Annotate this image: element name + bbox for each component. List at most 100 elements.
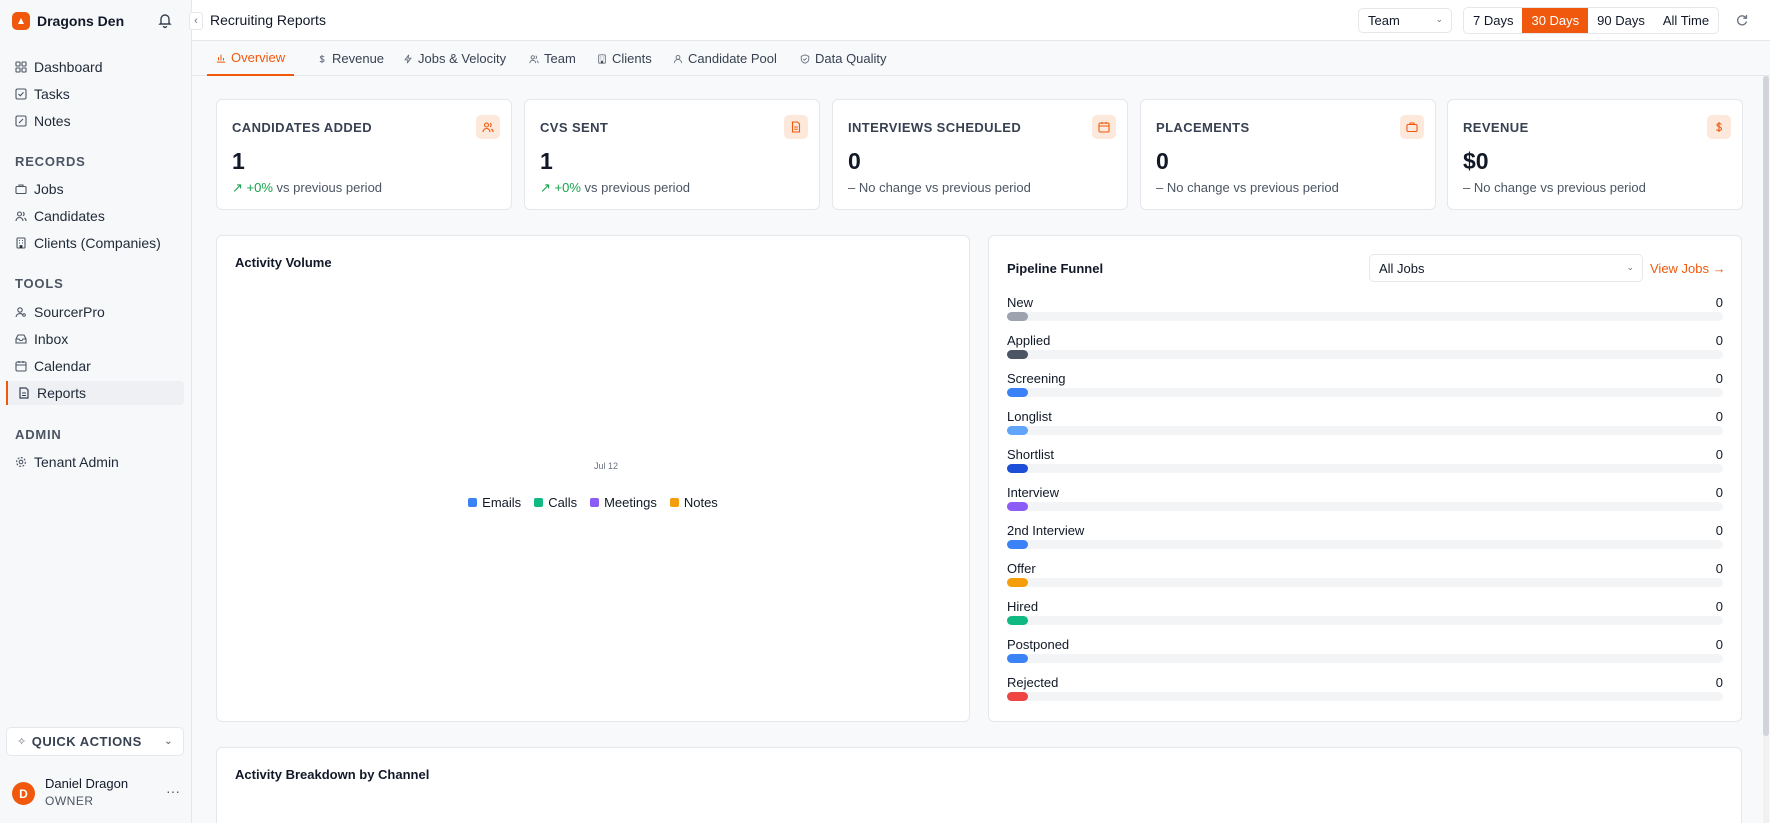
calendar-icon [15,361,27,372]
stage-label: Shortlist [1007,447,1054,462]
stage-label: New [1007,295,1034,310]
legend-swatch [669,498,679,507]
inbox-icon [15,334,27,344]
sidebar-item-label: Dashboard [34,59,103,75]
stage-count: 0 [1715,409,1723,424]
sidebar-item-calendar[interactable]: Calendar [6,354,184,378]
kpi-icon-badge [1092,115,1116,139]
refresh-icon[interactable] [1735,13,1749,27]
stage-track [1007,426,1723,435]
stage-count: 0 [1715,295,1723,310]
funnel-stage-rejected[interactable]: Rejected 0 [1007,675,1723,711]
tab-label: Data Quality [815,51,887,66]
stage-count: 0 [1715,333,1723,348]
range-7-days-button[interactable]: 7 Days [1473,13,1514,28]
sidebar-item-label: Reports [37,385,87,401]
range-30-days-button[interactable]: 30 Days [1522,8,1589,33]
view-jobs-link[interactable]: View Jobs → [1650,261,1726,276]
stage-count: 0 [1715,637,1723,652]
kpi-title: PLACEMENTS [1156,120,1250,135]
stage-track [1007,502,1723,511]
stage-bar [1007,464,1028,473]
avatar: D [12,782,35,805]
tab-jobs-velocity[interactable]: Jobs & Velocity [403,41,506,76]
users-icon [15,211,27,222]
funnel-stage-interview[interactable]: Interview 0 [1007,485,1723,521]
dragon-logo-icon [12,12,30,30]
sidebar-item-label: Clients (Companies) [34,235,161,251]
bar-chart-icon [216,54,226,63]
kpi-card-placements: PLACEMENTS 0 – No change vs previous per… [1140,99,1436,210]
funnel-stage-shortlist[interactable]: Shortlist 0 [1007,447,1723,483]
sidebar-item-label: Candidates [34,208,105,224]
tab-team[interactable]: Team [529,41,576,76]
dollar-icon [1716,122,1723,132]
scrollbar-thumb[interactable] [1763,76,1769,736]
quick-actions-button[interactable]: ✧ QUICK ACTIONS ⌄ [6,727,184,756]
sidebar-item-label: Tenant Admin [34,454,119,470]
sidebar-item-notes[interactable]: Notes [6,109,184,133]
stage-label: Interview [1007,485,1060,500]
sidebar-item-inbox[interactable]: Inbox [6,327,184,351]
funnel-stage-hired[interactable]: Hired 0 [1007,599,1723,635]
stage-label: Rejected [1007,675,1059,690]
legend-item-calls[interactable]: Calls [534,495,577,510]
legend-item-notes[interactable]: Notes [669,495,718,510]
sidebar-item-tenant-admin[interactable]: Tenant Admin [6,450,184,474]
sidebar-item-dashboard[interactable]: Dashboard [6,55,184,79]
range-90-days-button[interactable]: 90 Days [1597,13,1645,28]
funnel-stage-longlist[interactable]: Longlist 0 [1007,409,1723,445]
funnel-stage-2nd-interview[interactable]: 2nd Interview 0 [1007,523,1723,559]
kpi-title: CANDIDATES ADDED [232,120,373,135]
sidebar-item-clients-companies[interactable]: Clients (Companies) [6,231,184,255]
stage-track [1007,388,1723,397]
bell-icon[interactable] [156,11,174,29]
section-admin: ADMIN [15,427,62,442]
tab-label: Clients [612,51,652,66]
tab-candidate-pool[interactable]: Candidate Pool [673,41,777,76]
legend-item-emails[interactable]: Emails [468,495,521,510]
sidebar-item-label: Calendar [34,358,91,374]
scope-select[interactable]: Team ⌄ [1358,8,1452,33]
funnel-stage-new[interactable]: New 0 [1007,295,1723,331]
sidebar-item-jobs[interactable]: Jobs [6,177,184,201]
kpi-change: No change [1473,180,1537,195]
tab-overview[interactable]: Overview [207,41,295,76]
stage-bar [1007,654,1028,663]
tab-revenue[interactable]: Revenue [317,41,384,76]
chevron-down-icon: ⌄ [164,736,173,747]
range-all-time-button[interactable]: All Time [1662,13,1710,28]
stage-track [1007,692,1723,701]
job-filter-select[interactable]: All Jobs ⌄ [1369,254,1643,282]
stage-bar [1007,692,1028,701]
shield-check-icon [800,53,810,64]
sidebar-item-candidates[interactable]: Candidates [6,204,184,228]
kpi-value: 1 [540,148,553,174]
stage-track [1007,464,1723,473]
collapse-sidebar-button[interactable]: ‹ [189,12,203,30]
quick-actions-label: QUICK ACTIONS [31,734,142,749]
legend-label: Emails [482,495,522,510]
job-filter-value: All Jobs [1379,261,1425,276]
stage-bar [1007,426,1028,435]
stage-count: 0 [1715,523,1723,538]
user-profile[interactable]: D Daniel Dragon OWNER ··· [12,775,184,811]
legend-item-meetings[interactable]: Meetings [590,495,657,510]
funnel-stage-postponed[interactable]: Postponed 0 [1007,637,1723,673]
activity-breakdown-panel: Activity Breakdown by Channel [216,747,1742,823]
tab-data-quality[interactable]: Data Quality [800,41,887,76]
kpi-card-interviews-scheduled: INTERVIEWS SCHEDULED 0 – No change vs pr… [832,99,1128,210]
scrollbar[interactable] [1763,76,1769,823]
user-icon [673,54,683,63]
sidebar-item-tasks[interactable]: Tasks [6,82,184,106]
tab-clients[interactable]: Clients [597,41,652,76]
kpi-value: $0 [1463,148,1489,174]
funnel-stage-offer[interactable]: Offer 0 [1007,561,1723,597]
brand[interactable]: Dragons Den [12,11,124,31]
more-icon[interactable]: ··· [166,783,180,799]
stage-label: Applied [1007,333,1051,348]
sidebar-item-reports[interactable]: Reports [6,381,184,405]
funnel-stage-applied[interactable]: Applied 0 [1007,333,1723,369]
funnel-stage-screening[interactable]: Screening 0 [1007,371,1723,407]
sidebar-item-sourcerpro[interactable]: SourcerPro [6,300,184,324]
